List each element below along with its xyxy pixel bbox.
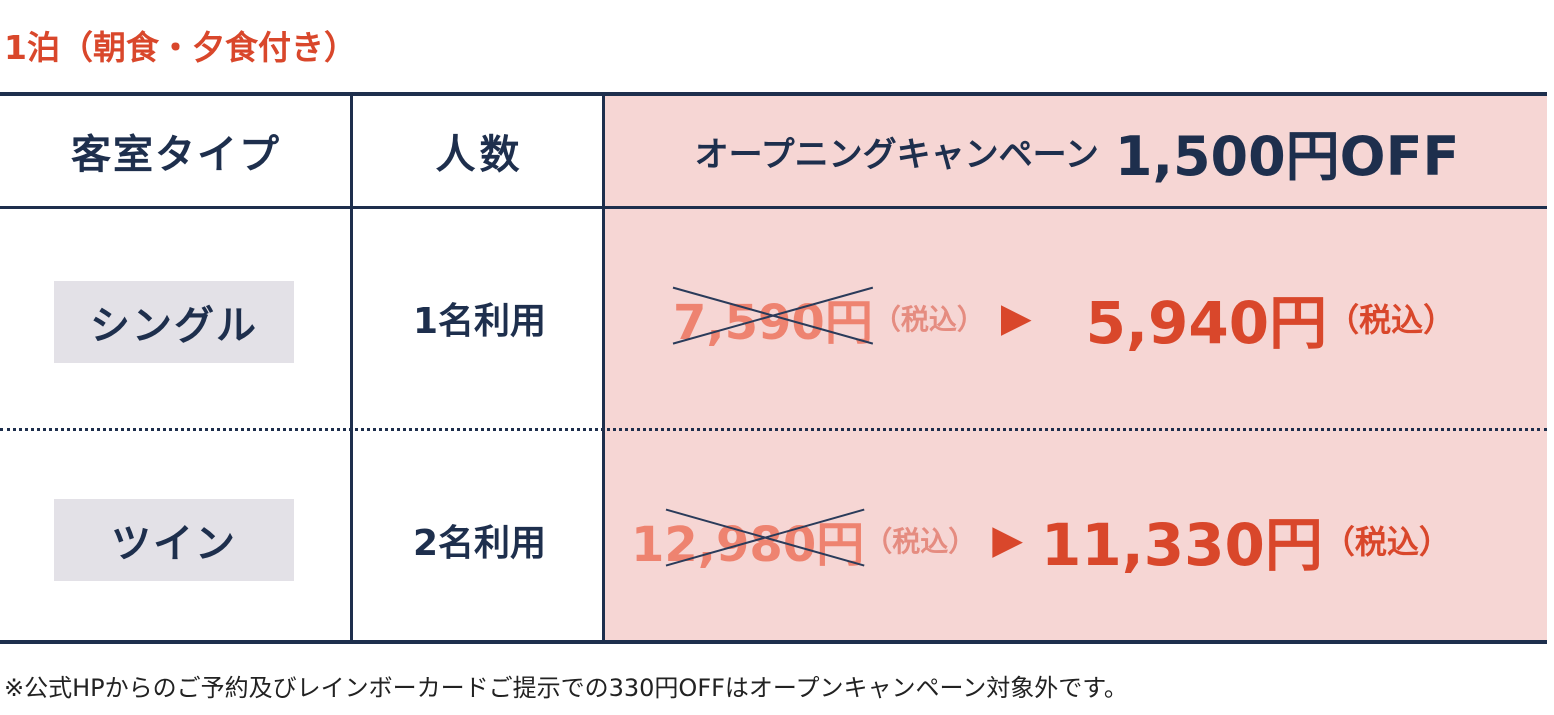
campaign-label: オープニングキャンペーン — [694, 134, 1099, 175]
room-type-badge: シングル — [54, 281, 294, 363]
strike-cross — [631, 497, 864, 567]
table-row: ツイン 2名利用 12,980円 （税込） ▶ 11,330円 （税込） — [0, 431, 1547, 649]
original-tax-label: （税込） — [864, 525, 977, 558]
arrow-right-icon: ▶ — [992, 517, 1024, 563]
original-price-text: 7,590円 — [673, 295, 873, 351]
campaign-discount: 1,500円OFF — [1114, 124, 1460, 188]
footnote: ※公式HPからのご予約及びレインボーカードご提示での330円OFFはオープンキャ… — [4, 674, 1128, 702]
strike-cross — [673, 275, 873, 345]
column-divider-1 — [350, 96, 353, 640]
row-divider — [0, 428, 1547, 431]
campaign-tax-label: （税込） — [1322, 523, 1451, 561]
campaign-tax-label: （税込） — [1327, 301, 1456, 339]
plan-title: 1泊（朝食・夕食付き） — [4, 28, 357, 67]
column-divider-2 — [602, 96, 605, 640]
campaign-price: 5,940円 — [1085, 289, 1328, 357]
room-type-badge: ツイン — [54, 499, 294, 581]
header-campaign: オープニングキャンペーン 1,500円OFF — [607, 96, 1547, 206]
campaign-column-background — [604, 96, 1547, 640]
campaign-price: 11,330円 — [1041, 511, 1323, 579]
original-tax-label: （税込） — [872, 303, 985, 336]
people-count: 2名利用 — [412, 523, 547, 564]
original-price: 7,590円 — [673, 283, 873, 353]
header-divider — [0, 206, 1547, 209]
price-line: 12,980円 （税込） ▶ 11,330円 （税込） — [607, 431, 1547, 649]
price-table: 客室タイプ 人数 オープニングキャンペーン 1,500円OFF シングル 1名利… — [0, 92, 1547, 644]
table-row: シングル 1名利用 7,590円 （税込） ▶ 5,940円 （税込） — [0, 209, 1547, 427]
header-room-type: 客室タイプ — [71, 132, 281, 178]
price-line: 7,590円 （税込） ▶ 5,940円 （税込） — [607, 209, 1547, 427]
original-price: 12,980円 — [631, 505, 864, 575]
arrow-right-icon: ▶ — [1000, 295, 1032, 341]
people-count: 1名利用 — [412, 301, 547, 342]
header-people: 人数 — [435, 132, 524, 178]
